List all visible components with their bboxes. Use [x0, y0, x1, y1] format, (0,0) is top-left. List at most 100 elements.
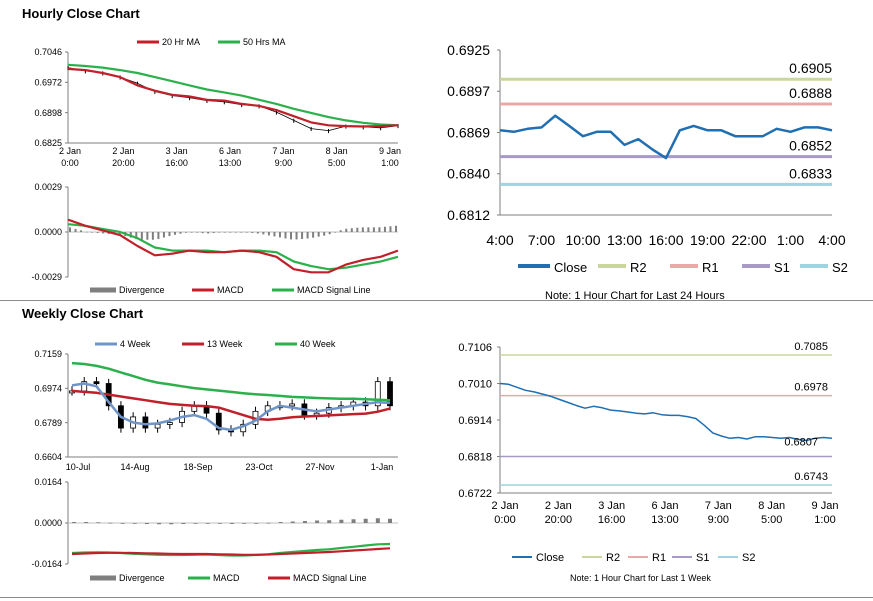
- weekly-pivots-ytick-label: 0.6722: [458, 488, 492, 500]
- weekly-divergence-bar: [132, 523, 137, 524]
- weekly-divergence-bar: [302, 521, 307, 523]
- hourly-divergence-bar: [361, 227, 364, 232]
- hourly-divergence-bar: [179, 232, 182, 234]
- weekly-ma-ytick-label: 0.6604: [34, 452, 62, 462]
- weekly-pivots-ytick-label: 0.6818: [458, 451, 492, 463]
- hourly-divergence-bar: [262, 232, 265, 235]
- hourly-ma-xtick-date: 6 Jan: [219, 146, 241, 156]
- weekly-divergence-bar: [181, 523, 186, 524]
- weekly-section-title: Weekly Close Chart: [22, 306, 144, 321]
- hourly-divergence-bar: [267, 232, 270, 236]
- weekly-divergence-bar: [108, 522, 113, 524]
- hourly-pivots-legend-label: Close: [554, 260, 587, 275]
- weekly-pivots-xtick-time: 20:00: [545, 514, 573, 526]
- hourly-divergence-bar: [80, 230, 83, 232]
- hourly-divergence-bar: [273, 232, 276, 237]
- weekly-13wk-ma-line: [71, 389, 391, 421]
- weekly-divergence-bar: [169, 523, 174, 525]
- weekly-ma-xtick-label: 14-Aug: [120, 462, 149, 472]
- hourly-macd-ytick-label: 0.0000: [34, 227, 62, 237]
- weekly-pivots-legend-label: S1: [696, 552, 709, 564]
- hourly-ma-xtick-date: 2 Jan: [112, 146, 134, 156]
- weekly-pivots-legend-swatch: [582, 556, 602, 558]
- hourly-pivots-ytick-label: 0.6897: [447, 83, 490, 99]
- hourly-ma-xtick-date: 7 Jan: [272, 146, 294, 156]
- bottom-divider: [0, 597, 873, 598]
- weekly-divergence-bar: [254, 523, 259, 524]
- weekly-ma-ytick-label: 0.6789: [34, 418, 62, 428]
- weekly-divergence-bar: [120, 523, 125, 524]
- hourly-divergence-bar: [229, 232, 232, 233]
- weekly-candle-body: [289, 403, 296, 407]
- hourly-s2-level-label: 0.6833: [789, 165, 832, 181]
- weekly-divergence-bar: [217, 523, 222, 524]
- hourly-divergence-bar: [173, 232, 176, 235]
- hourly-ma-xtick-time: 9:00: [275, 158, 293, 168]
- weekly-ma-legend-4wk-label: 4 Week: [120, 339, 151, 349]
- hourly-divergence-bar: [74, 228, 77, 232]
- weekly-divergence-bar: [144, 523, 149, 524]
- weekly-pivots-legend-swatch: [718, 556, 738, 558]
- hourly-divergence-bar: [301, 232, 304, 239]
- weekly-ma-legend-4wk-swatch: [95, 342, 117, 346]
- hourly-20hr-ma-line: [67, 67, 399, 128]
- hourly-divergence-bar: [185, 232, 188, 233]
- weekly-macd-legend-signal-label: MACD Signal Line: [293, 573, 367, 583]
- hourly-divergence-bar: [69, 227, 71, 232]
- hourly-macd-legend-signal-label: MACD Signal Line: [297, 285, 371, 295]
- weekly-macd-signal-line: [71, 547, 391, 556]
- weekly-pivots-xtick-date: 3 Jan: [598, 500, 625, 512]
- weekly-macd-ytick-label: -0.0164: [31, 559, 62, 569]
- hourly-divergence-bar: [157, 232, 160, 240]
- weekly-ma-xtick-label: 10-Jul: [66, 462, 91, 472]
- weekly-ma-xtick-label: 27-Nov: [305, 462, 335, 472]
- hourly-pivots-xtick-label: 16:00: [648, 232, 683, 248]
- weekly-divergence-bar: [351, 519, 356, 523]
- weekly-candle-body: [154, 423, 161, 429]
- weekly-candle-body: [387, 381, 393, 407]
- weekly-candle-body: [166, 422, 173, 425]
- weekly-divergence-bar: [363, 518, 368, 523]
- weekly-close-value-label: 0.6807: [784, 437, 818, 449]
- weekly-macd-legend-macd-label: MACD: [213, 573, 240, 583]
- hourly-ma-legend-20hr-label: 20 Hr MA: [162, 37, 200, 47]
- hourly-divergence-bar: [367, 227, 370, 232]
- hourly-divergence-bar: [356, 227, 359, 232]
- hourly-divergence-bar: [102, 232, 105, 234]
- weekly-macd-legend-macd-swatch: [188, 576, 210, 580]
- hourly-divergence-bar: [223, 232, 226, 233]
- weekly-divergence-bar: [278, 522, 283, 523]
- hourly-pivots-legend-label: S2: [832, 260, 848, 275]
- weekly-pivots-xtick-date: 8 Jan: [758, 500, 785, 512]
- weekly-ma-legend-13wk-swatch: [182, 342, 204, 346]
- hourly-divergence-bar: [118, 232, 121, 235]
- hourly-divergence-bar: [317, 232, 320, 237]
- hourly-pivots-legend-swatch: [670, 264, 698, 268]
- hourly-divergence-bar: [91, 232, 94, 233]
- hourly-divergence-bar: [345, 228, 348, 232]
- hourly-macd-legend-divergence-label: Divergence: [119, 285, 165, 295]
- weekly-40wk-ma-line: [71, 361, 391, 402]
- weekly-pivots-legend-label: R2: [606, 552, 620, 564]
- hourly-macd-ytick-label: 0.0029: [34, 182, 62, 192]
- hourly-ma-ytick-label: 0.6898: [34, 108, 62, 118]
- hourly-divergence-bar: [350, 228, 353, 232]
- hourly-ma-xtick-date: 3 Jan: [166, 146, 188, 156]
- weekly-ma-xtick-label: 18-Sep: [183, 462, 212, 472]
- weekly-candle-body: [374, 381, 381, 407]
- section-divider: [0, 300, 873, 301]
- hourly-pivots-close-line: [499, 114, 833, 160]
- weekly-pivots-ytick-label: 0.6914: [458, 415, 492, 427]
- weekly-pivots-legend-label: R1: [652, 552, 666, 564]
- weekly-divergence-bar: [388, 518, 392, 523]
- hourly-pivots-xtick-label: 1:00: [777, 232, 804, 248]
- weekly-pivots-xtick-time: 13:00: [651, 514, 679, 526]
- weekly-ma-ytick-label: 0.6974: [34, 383, 62, 393]
- weekly-macd-ytick-label: 0.0000: [34, 518, 62, 528]
- hourly-section-title: Hourly Close Chart: [22, 6, 140, 21]
- hourly-pivots-ytick-label: 0.6840: [447, 166, 490, 182]
- hourly-ma-legend-50hr-swatch: [218, 40, 240, 44]
- hourly-pivots-legend-swatch: [598, 264, 626, 268]
- weekly-pivots-xtick-date: 6 Jan: [652, 500, 679, 512]
- hourly-pivots-ytick-label: 0.6812: [447, 207, 490, 223]
